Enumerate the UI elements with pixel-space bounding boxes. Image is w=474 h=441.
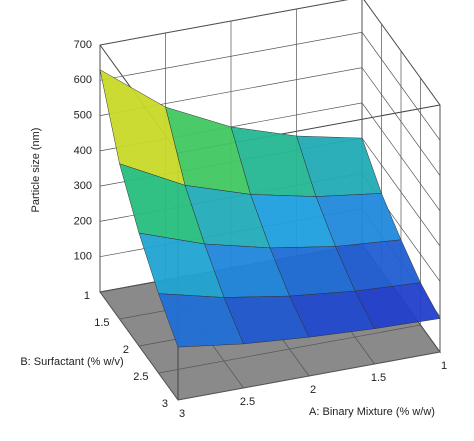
x-tick-label: 2.5 [240,396,255,408]
y-tick-label: 2.5 [133,371,148,383]
y-tick-label: 2 [123,344,129,356]
z-tick-label: 500 [74,109,92,121]
z-tick-label: 300 [74,180,92,192]
x-tick-label: 1 [441,360,447,372]
grid-line [158,78,421,374]
x-tick-label: 1.5 [371,372,386,384]
z-tick-label: 700 [74,39,92,51]
x-axis-label: A: Binary Mixture (% w/w) [309,406,435,418]
grid-line [177,105,441,401]
y-tick-label: 3 [162,398,168,410]
y-axis-label: B: Surfactant (% w/v) [20,356,123,368]
z-tick-label: 100 [74,251,92,263]
x-tick-label: 3 [179,408,185,420]
y-tick-label: 1 [84,290,90,302]
y-tick-label: 1.5 [94,317,109,329]
z-axis-label: Particle size (nm) [30,128,42,213]
surface-patch [158,293,244,348]
z-tick-label: 600 [74,74,92,86]
grid-line [99,0,441,106]
z-tick-label: 400 [74,145,92,157]
z-tick-label: 200 [74,215,92,227]
x-tick-label: 2 [310,384,316,396]
